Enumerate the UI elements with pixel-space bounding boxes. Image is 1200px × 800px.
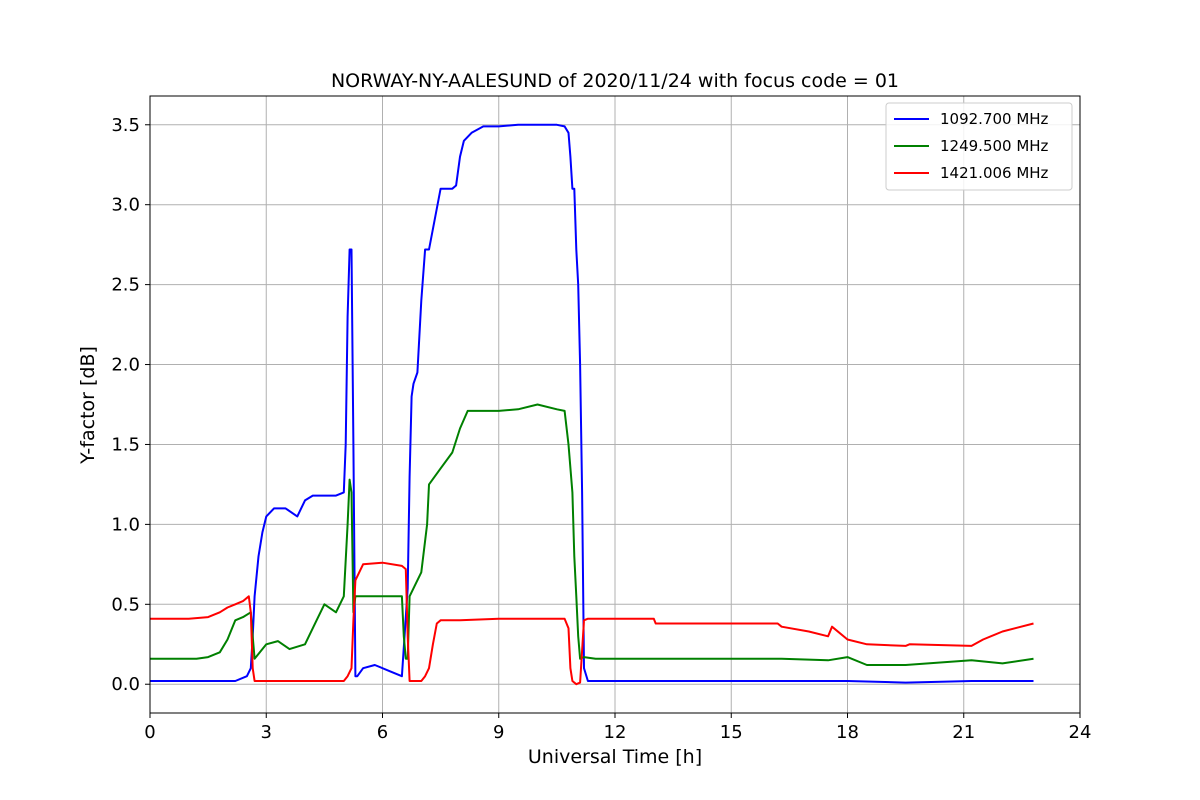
y-tick-label: 1.5: [111, 434, 140, 455]
x-tick-label: 15: [720, 722, 743, 743]
legend: 1092.700 MHz 1249.500 MHz 1421.006 MHz: [885, 102, 1073, 191]
y-tick-label: 3.5: [111, 115, 140, 136]
y-tick-label: 3.0: [111, 195, 140, 216]
x-tick-label: 21: [952, 722, 975, 743]
series-line-0: [150, 123, 1034, 684]
series-group: [150, 123, 1034, 686]
x-axis: 0 3 6 9 12 15 18 21 24: [144, 713, 1091, 743]
x-tick-label: 18: [836, 722, 859, 743]
y-tick-label: 0.5: [111, 594, 140, 615]
legend-label: 1092.700 MHz: [940, 110, 1049, 128]
x-tick-label: 0: [144, 722, 155, 743]
y-tick-label: 0.0: [111, 674, 140, 695]
chart-title: NORWAY-NY-AALESUND of 2020/11/24 with fo…: [331, 70, 899, 92]
y-axis: 0.0 0.5 1.0 1.5 2.0 2.5 3.0 3.5: [111, 115, 150, 695]
x-tick-label: 24: [1069, 722, 1092, 743]
x-tick-label: 6: [377, 722, 388, 743]
legend-box: [885, 102, 1073, 191]
legend-label: 1421.006 MHz: [940, 164, 1049, 182]
x-tick-label: 9: [493, 722, 504, 743]
series-line-2: [150, 561, 1034, 686]
y-tick-label: 2.0: [111, 355, 140, 376]
x-axis-label: Universal Time [h]: [528, 746, 702, 768]
x-tick-label: 3: [261, 722, 272, 743]
y-axis-label: Y-factor [dB]: [77, 346, 99, 465]
x-tick-label: 12: [604, 722, 627, 743]
y-tick-label: 1.0: [111, 514, 140, 535]
series-line-1: [150, 403, 1034, 666]
legend-label: 1249.500 MHz: [940, 137, 1049, 155]
y-tick-label: 2.5: [111, 275, 140, 296]
